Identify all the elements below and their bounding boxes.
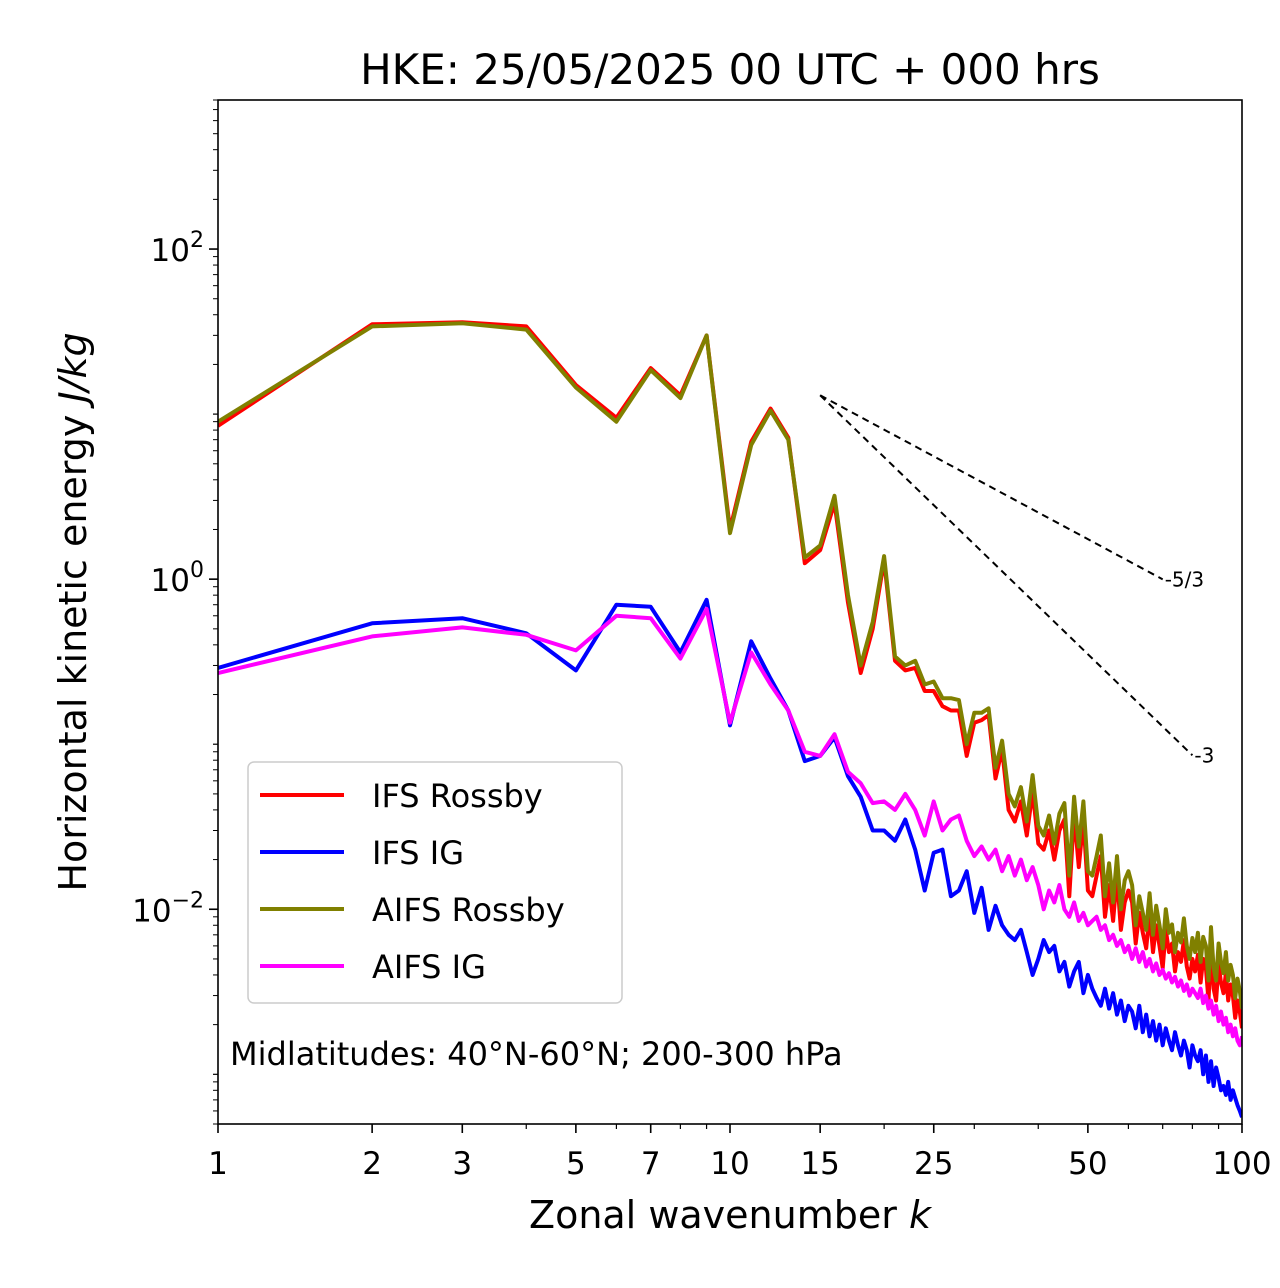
reference-slope-line xyxy=(819,394,1164,581)
x-tick-label: 2 xyxy=(362,1146,382,1182)
legend-label-aifs-ig: AIFS IG xyxy=(372,948,486,986)
axis-ticks: 1 2 3 5 7 10 15 25 50 100 102 100 10−2 xyxy=(132,99,1272,1182)
x-tick-label: 1 xyxy=(208,1146,228,1182)
y-axis-unit: J/kg xyxy=(51,332,95,409)
y-axis-title: Horizontal kinetic energy J/kg xyxy=(51,332,95,891)
reference-slope-label: -3 xyxy=(1194,743,1214,767)
y-axis-label: Horizontal kinetic energy xyxy=(51,415,95,892)
y-tick-label: 10−2 xyxy=(132,888,204,929)
chart-title: HKE: 25/05/2025 00 UTC + 000 hrs xyxy=(360,45,1100,94)
x-axis-variable: k xyxy=(909,1193,933,1237)
y-tick-label: 102 xyxy=(151,228,204,269)
reference-slope-line xyxy=(819,394,1194,756)
x-axis-label: Zonal wavenumber xyxy=(529,1193,897,1237)
reference-slope-label: -5/3 xyxy=(1165,567,1204,591)
x-tick-label: 5 xyxy=(566,1146,586,1182)
legend-box xyxy=(247,761,623,1004)
x-tick-label: 100 xyxy=(1212,1146,1271,1182)
region-annotation: Midlatitudes: 40°N-60°N; 200-300 hPa xyxy=(230,1035,843,1073)
legend-label-ifs-ig: IFS IG xyxy=(372,834,464,872)
legend: IFS Rossby IFS IG AIFS Rossby AIFS IG xyxy=(247,761,623,1004)
x-tick-label: 15 xyxy=(800,1146,839,1182)
series-line-aifs-rossby xyxy=(218,321,1242,1009)
x-tick-label: 10 xyxy=(710,1146,749,1182)
legend-label-ifs-rossby: IFS Rossby xyxy=(372,777,543,815)
legend-label-aifs-rossby: AIFS Rossby xyxy=(372,891,565,929)
x-tick-label: 3 xyxy=(452,1146,472,1182)
series-line-aifs-ig xyxy=(218,606,1242,1048)
x-axis-title: Zonal wavenumber k xyxy=(529,1193,933,1237)
x-tick-label: 50 xyxy=(1068,1146,1107,1182)
plot-frame xyxy=(217,99,1243,1125)
reference-slopes: -5/3 -3 xyxy=(819,394,1214,767)
series-lines xyxy=(218,320,1242,1118)
y-tick-label: 100 xyxy=(151,558,204,599)
x-tick-label: 7 xyxy=(641,1146,661,1182)
x-tick-label: 25 xyxy=(914,1146,953,1182)
series-line-ifs-ig xyxy=(218,597,1242,1118)
